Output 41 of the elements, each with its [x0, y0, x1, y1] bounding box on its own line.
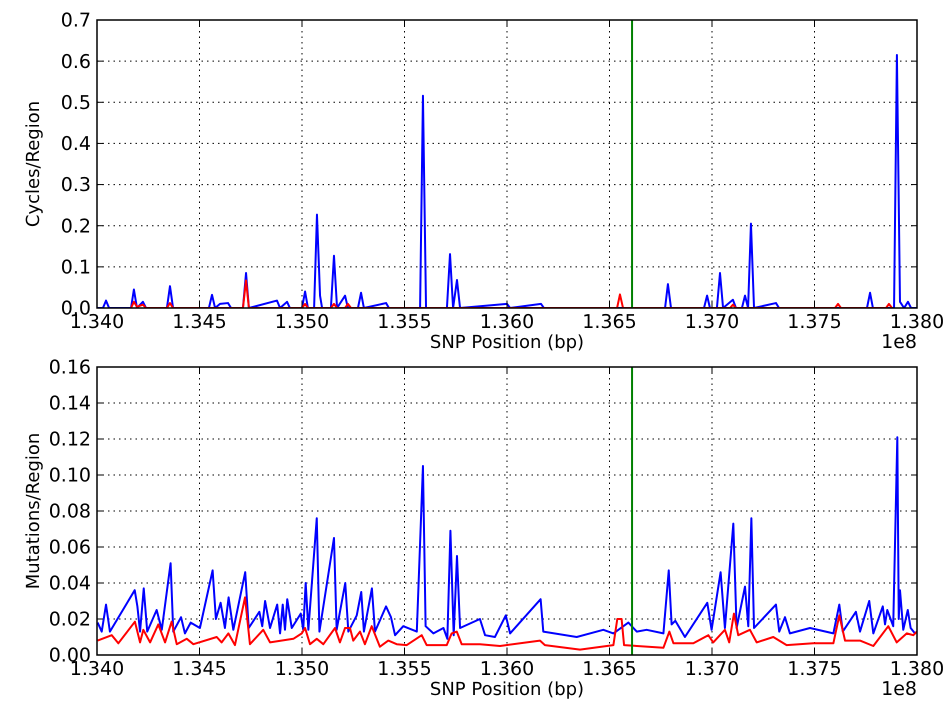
y-tick-label: 0.14 [48, 392, 91, 415]
text: 1e8 [881, 331, 917, 353]
x-tick-label: 1.350 [274, 658, 330, 680]
y-tick-label: 0.02 [48, 608, 91, 631]
x-tick-label: 1.375 [787, 658, 842, 680]
x-tick-label: 1.345 [172, 311, 227, 333]
x-tick-label: 1.355 [377, 311, 432, 333]
y-tick-label: 0.16 [48, 356, 91, 379]
line-series [97, 596, 917, 651]
y-tick-label: 0.6 [60, 50, 91, 73]
x-tick-label: 1.360 [480, 658, 534, 680]
y-tick-label: 0.3 [60, 174, 91, 196]
line-series [130, 279, 893, 308]
y-tick-label: 0.04 [48, 572, 91, 595]
y-tick-label: 0.08 [48, 500, 91, 523]
text: 1e8 [881, 678, 917, 700]
x-tick-label: 1.345 [172, 658, 227, 680]
y-tick-label: 0.2 [60, 215, 91, 238]
y-tick-label: 0.06 [48, 536, 91, 559]
line-series [97, 436, 917, 640]
y-axis-title: Cycles/Region [23, 100, 44, 228]
y-tick-label: 0.12 [48, 428, 91, 451]
x-tick-label: 1.365 [582, 658, 637, 680]
x-tick-label: 1.360 [480, 311, 534, 333]
y-tick-label: 0.1 [60, 256, 91, 279]
x-tick-label: 1.380 [890, 311, 944, 333]
y-axis-title: Mutations/Region [23, 432, 44, 590]
y-tick-label: 0.7 [60, 10, 91, 32]
y-tick-label: 0.5 [60, 92, 91, 114]
x-axis-title: SNP Position (bp) [430, 332, 584, 353]
x-axis-title: SNP Position (bp) [430, 679, 584, 700]
x-tick-label: 1.375 [787, 311, 842, 333]
x-tick-label: 1.355 [377, 658, 432, 680]
line-series [97, 54, 917, 308]
x-tick-label: 1.370 [684, 311, 740, 333]
y-tick-label: 0.4 [60, 133, 91, 156]
x-tick-label: 1.380 [890, 658, 944, 680]
x-tick-label: 1.365 [582, 311, 637, 333]
y-tick-label: 0.10 [48, 464, 91, 487]
x-tick-label: 1.370 [684, 658, 740, 680]
x-tick-label: 1.350 [274, 311, 330, 333]
